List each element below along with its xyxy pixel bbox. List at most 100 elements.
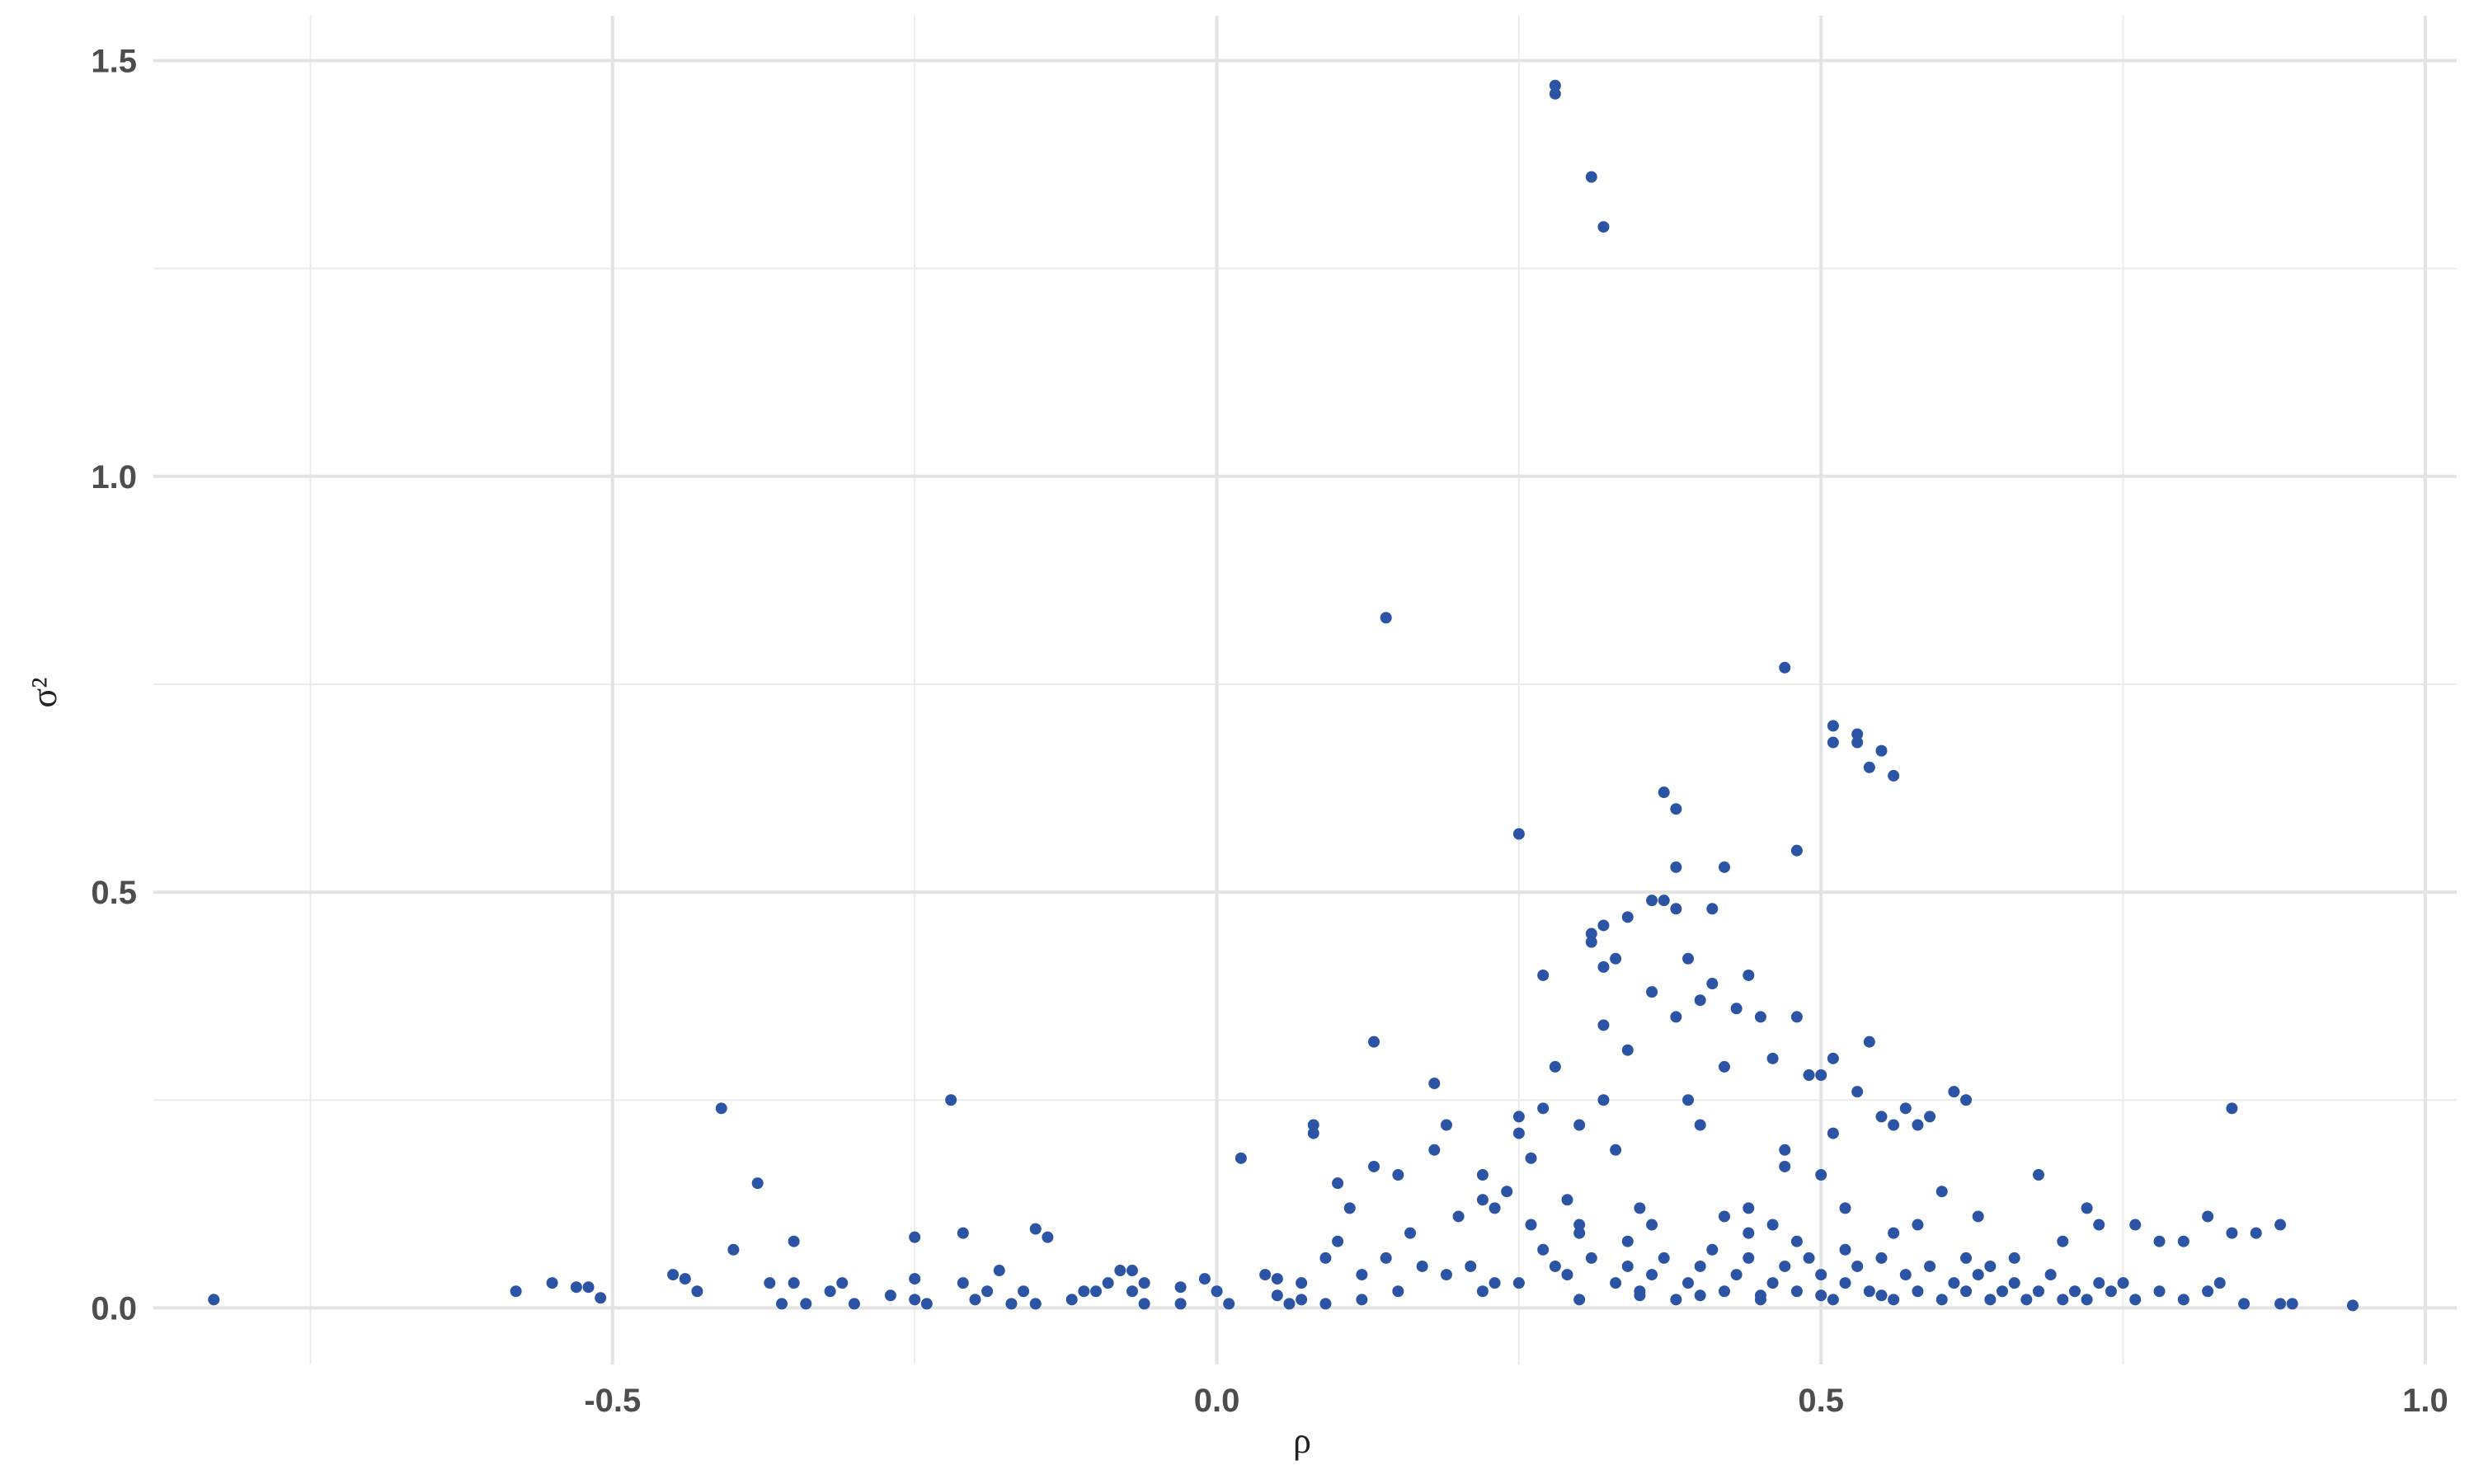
point (1984, 1294, 1997, 1306)
point (1972, 1210, 1984, 1223)
point (2226, 1227, 2238, 1239)
point (208, 1294, 220, 1306)
point (1948, 1086, 1960, 1098)
point (667, 1269, 680, 1281)
point (1549, 1060, 1561, 1073)
point (1573, 1294, 1586, 1306)
point (1706, 903, 1719, 915)
point (1694, 1260, 1706, 1272)
grid (153, 16, 2457, 1364)
point (1682, 952, 1695, 965)
point (1307, 1119, 1319, 1131)
point (2274, 1298, 2287, 1310)
point (1271, 1289, 1283, 1302)
point (848, 1298, 860, 1310)
point (1827, 1052, 1839, 1064)
point (1138, 1298, 1150, 1310)
point (1549, 87, 1561, 100)
point (909, 1273, 921, 1285)
point (1029, 1223, 1042, 1235)
point (1827, 736, 1839, 749)
point (909, 1231, 921, 1243)
point (1912, 1285, 1924, 1298)
x-tick-label: -0.5 (584, 1383, 641, 1419)
point (2093, 1277, 2105, 1289)
point (1888, 1294, 1900, 1306)
point (1766, 1277, 1779, 1289)
point (2129, 1219, 2142, 1231)
point (2213, 1277, 2226, 1289)
point (2250, 1227, 2262, 1239)
point (2081, 1294, 2093, 1306)
point (1489, 1202, 1501, 1214)
point (1718, 1285, 1730, 1298)
point (1875, 1289, 1888, 1302)
point (1646, 1219, 1658, 1231)
point (1888, 769, 1900, 782)
point (2274, 1219, 2287, 1231)
point (1779, 1144, 1791, 1156)
point (1259, 1269, 1272, 1281)
point (1779, 661, 1791, 674)
point (1960, 1094, 1973, 1106)
point (1743, 969, 1755, 981)
point (1392, 1285, 1404, 1298)
x-tick-label: 0.0 (1194, 1383, 1240, 1419)
point (1114, 1265, 1126, 1277)
point (1512, 828, 1525, 840)
point (1549, 79, 1561, 92)
point (2177, 1235, 2189, 1247)
point (727, 1243, 740, 1256)
point (1501, 1186, 1513, 1198)
point (1573, 1227, 1586, 1239)
point (1078, 1285, 1090, 1298)
point (691, 1285, 703, 1298)
point (1597, 1019, 1610, 1031)
point (1440, 1119, 1452, 1131)
point (1682, 1277, 1695, 1289)
point (2177, 1294, 2189, 1306)
point (1935, 1294, 1948, 1306)
x-tick-label: 1.0 (2402, 1383, 2448, 1419)
point (1875, 1252, 1888, 1264)
point (1537, 1243, 1550, 1256)
point (1646, 986, 1658, 998)
point (595, 1292, 607, 1304)
point (1296, 1277, 1308, 1289)
point (2238, 1298, 2251, 1310)
y-tick-label: 0.0 (91, 1290, 137, 1327)
point (1126, 1265, 1138, 1277)
point (1416, 1260, 1428, 1272)
point (2129, 1294, 2142, 1306)
point (1875, 744, 1888, 757)
point (1766, 1052, 1779, 1064)
point (2044, 1269, 2057, 1281)
point (1960, 1252, 1973, 1264)
point (1706, 1243, 1719, 1256)
point (1803, 1252, 1815, 1264)
point (800, 1298, 812, 1310)
point (2202, 1285, 2214, 1298)
point (1307, 1127, 1319, 1139)
point (1610, 1277, 1622, 1289)
point (1283, 1298, 1296, 1310)
point (1912, 1119, 1924, 1131)
point (1718, 1060, 1730, 1073)
point (909, 1294, 921, 1306)
point (1597, 221, 1610, 233)
point (1658, 787, 1670, 799)
point (1658, 1252, 1670, 1264)
point (2068, 1285, 2081, 1298)
point (1018, 1285, 1030, 1298)
point (1815, 1289, 1827, 1302)
point (1815, 1269, 1827, 1281)
point (751, 1177, 764, 1190)
point (570, 1281, 582, 1294)
point (1863, 1036, 1875, 1048)
point (1585, 171, 1597, 183)
x-tick-label: 0.5 (1798, 1383, 1844, 1419)
point (1597, 919, 1610, 932)
point (1924, 1260, 1936, 1272)
point (788, 1277, 800, 1289)
